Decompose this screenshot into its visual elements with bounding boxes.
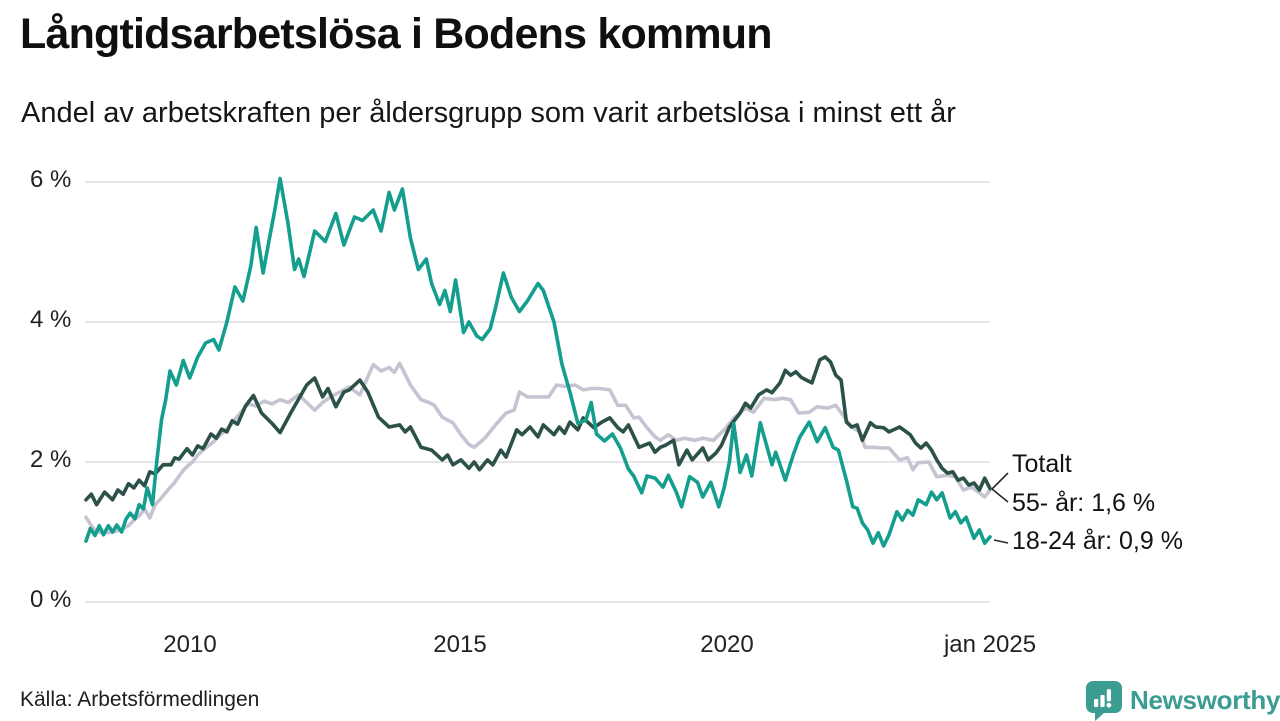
- x-tick-2010: 2010: [163, 631, 217, 658]
- connector-55-ar: [991, 488, 1009, 503]
- x-tick-2015: 2015: [433, 631, 487, 658]
- newsworthy-wordmark: Newsworthy: [1130, 684, 1280, 715]
- annotation-totalt: Totalt: [1012, 450, 1072, 478]
- annotation-55-ar: 55- år: 1,6 %: [1012, 489, 1156, 517]
- source-note: Källa: Arbetsförmedlingen: [20, 688, 260, 711]
- chart-lines: [84, 176, 992, 548]
- y-tick-2: 2 %: [30, 446, 72, 473]
- gridlines: [85, 181, 990, 603]
- y-tick-0: 0 %: [30, 586, 72, 613]
- line-totalt: [84, 355, 992, 507]
- x-tick-jan-2025: jan 2025: [943, 631, 1037, 658]
- page-title: Långtidsarbetslösa i Bodens kommun: [20, 10, 773, 58]
- connector-18-24-ar: [993, 539, 1009, 544]
- x-tick-2020: 2020: [700, 631, 754, 658]
- newsworthy-logo: Newsworthy: [1085, 679, 1280, 721]
- annotation-connectors: [991, 472, 1009, 544]
- y-tick-4: 4 %: [30, 306, 72, 333]
- line-18-24-ar: [84, 176, 992, 548]
- newsworthy-icon: [1085, 680, 1123, 721]
- page-subtitle: Andel av arbetskraften per åldersgrupp s…: [21, 97, 956, 129]
- y-tick-6: 6 %: [30, 166, 72, 193]
- connector-totalt: [991, 472, 1009, 490]
- annotation-18-24-ar: 18-24 år: 0,9 %: [1012, 527, 1183, 555]
